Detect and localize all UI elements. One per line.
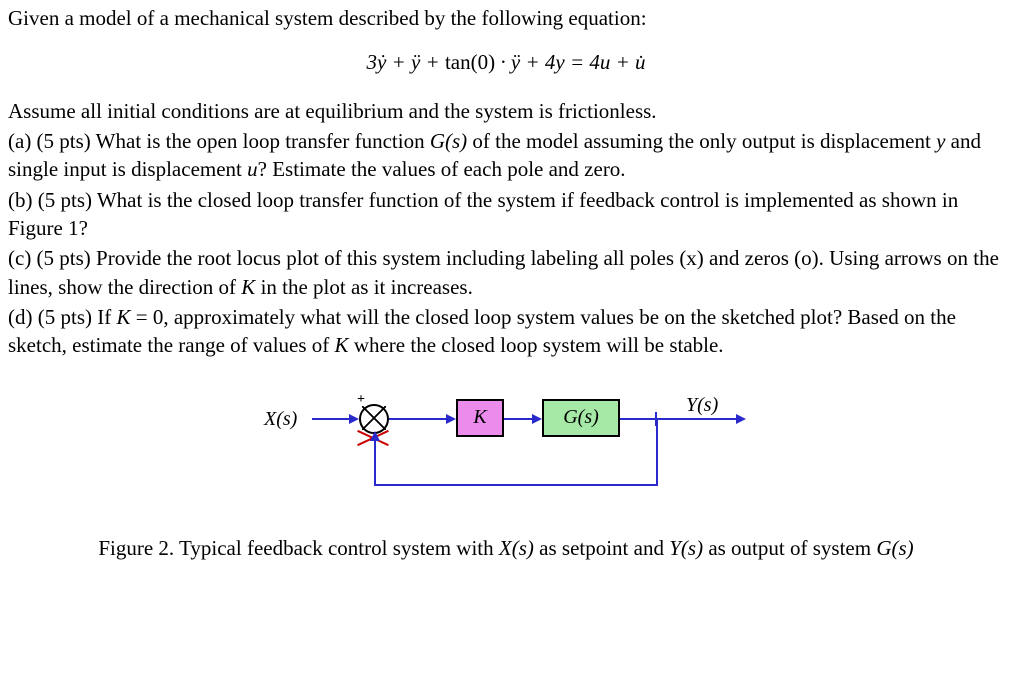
arrow-in (349, 414, 359, 424)
d-pre: (d) (5 pts) If (8, 305, 116, 329)
block-diagram: X(s) + K G(s) Y(s) (246, 388, 766, 508)
intro-text: Given a model of a mechanical system des… (8, 4, 1004, 32)
wire-out (620, 418, 736, 420)
wire-k-g (504, 418, 532, 420)
figure-caption: Figure 2. Typical feedback control syste… (8, 534, 1004, 562)
cap-x: X(s) (499, 536, 534, 560)
cap-y: Y(s) (669, 536, 703, 560)
a-mid: of the model assuming the only output is… (467, 129, 936, 153)
a-gs: G(s) (430, 129, 467, 153)
arrow-out (736, 414, 746, 424)
figure-wrap: X(s) + K G(s) Y(s) (8, 388, 1004, 508)
arrow-fb (370, 431, 380, 441)
d-k0: K (116, 305, 130, 329)
k-block: K (456, 399, 504, 437)
part-a: (a) (5 pts) What is the open loop transf… (8, 127, 1004, 184)
cap-pre: Figure 2. Typical feedback control syste… (98, 536, 499, 560)
c-pre: (c) (5 pts) Provide the root locus plot … (8, 246, 999, 298)
equation: 3ẏ + ÿ + tan(0) · ÿ + 4y = 4u + u̇ (8, 48, 1004, 76)
a-pre: (a) (5 pts) What is the open loop transf… (8, 129, 430, 153)
wire-sum-k (389, 418, 446, 420)
a-u: u (247, 157, 258, 181)
x-label: X(s) (264, 406, 297, 433)
cap-g: G(s) (876, 536, 913, 560)
cap-mid1: as setpoint and (534, 536, 669, 560)
d-k2: K (335, 333, 349, 357)
g-block: G(s) (542, 399, 620, 437)
c-end: in the plot as it increases. (255, 275, 473, 299)
part-b: (b) (5 pts) What is the closed loop tran… (8, 186, 1004, 243)
cap-mid2: as output of system (703, 536, 876, 560)
wire-in (312, 418, 349, 420)
arrow-sum-k (446, 414, 456, 424)
wire-fb-down (656, 418, 658, 484)
wire-fb-left (374, 484, 658, 486)
part-d: (d) (5 pts) If K = 0, approximately what… (8, 303, 1004, 360)
assume-text: Assume all initial conditions are at equ… (8, 97, 1004, 125)
y-label: Y(s) (686, 392, 718, 419)
plus-sign: + (357, 391, 365, 410)
a-end: ? Estimate the values of each pole and z… (258, 157, 626, 181)
arrow-k-g (532, 414, 542, 424)
d-end: where the closed loop system will be sta… (349, 333, 724, 357)
wire-fb-up (374, 441, 376, 484)
c-k: K (241, 275, 255, 299)
part-c: (c) (5 pts) Provide the root locus plot … (8, 244, 1004, 301)
